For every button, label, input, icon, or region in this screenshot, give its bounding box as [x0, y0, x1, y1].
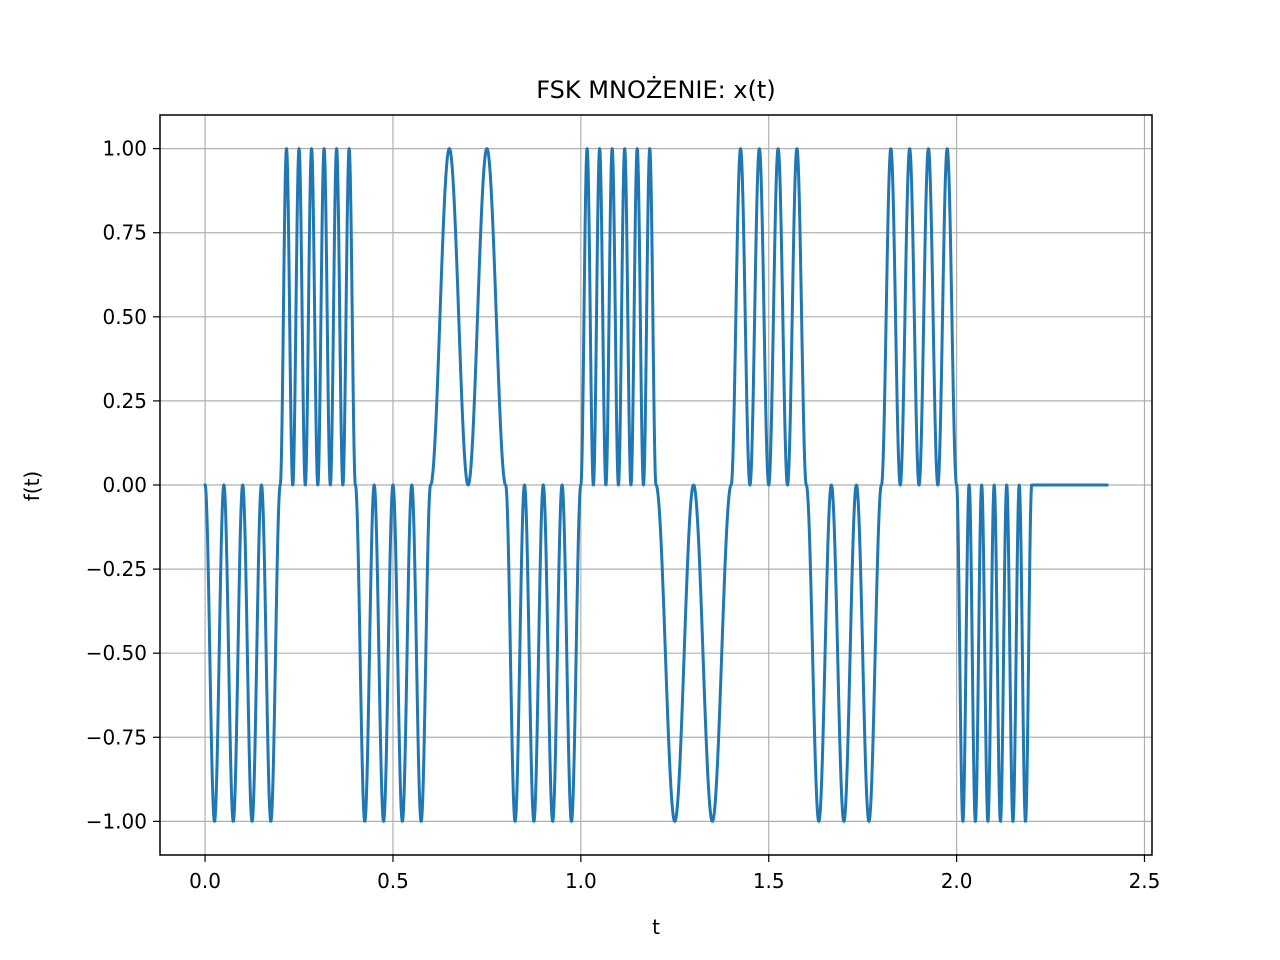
y-tick-label: 0.50 [102, 305, 147, 329]
y-axis: 1.00 0.75 0.50 0.25 0.00 −0.25 −0.50 −0.75 −1.00 [86, 137, 160, 833]
x-axis-label: t [652, 915, 660, 939]
y-tick-label: 0.75 [102, 221, 147, 245]
x-tick-label: 1.0 [565, 869, 597, 893]
x-tick-label: 1.5 [753, 869, 785, 893]
y-tick-label: −0.50 [86, 641, 147, 665]
y-tick-label: −0.25 [86, 557, 147, 581]
x-tick-label: 2.0 [941, 869, 973, 893]
x-tick-label: 0.5 [377, 869, 409, 893]
y-tick-label: 1.00 [102, 137, 147, 161]
y-tick-label: 0.00 [102, 473, 147, 497]
y-axis-label: f(t) [20, 471, 44, 502]
y-tick-label: −1.00 [86, 809, 147, 833]
x-tick-label: 0.0 [189, 869, 221, 893]
y-tick-label: −0.75 [86, 725, 147, 749]
x-tick-label: 2.5 [1129, 869, 1161, 893]
y-tick-label: 0.25 [102, 389, 147, 413]
series-line [202, 147, 1109, 823]
x-axis: 0.0 0.5 1.0 1.5 2.0 2.5 [189, 855, 1160, 893]
chart-title: FSK MNOŻENIE: x(t) [536, 75, 775, 104]
series-layer [202, 147, 1109, 823]
